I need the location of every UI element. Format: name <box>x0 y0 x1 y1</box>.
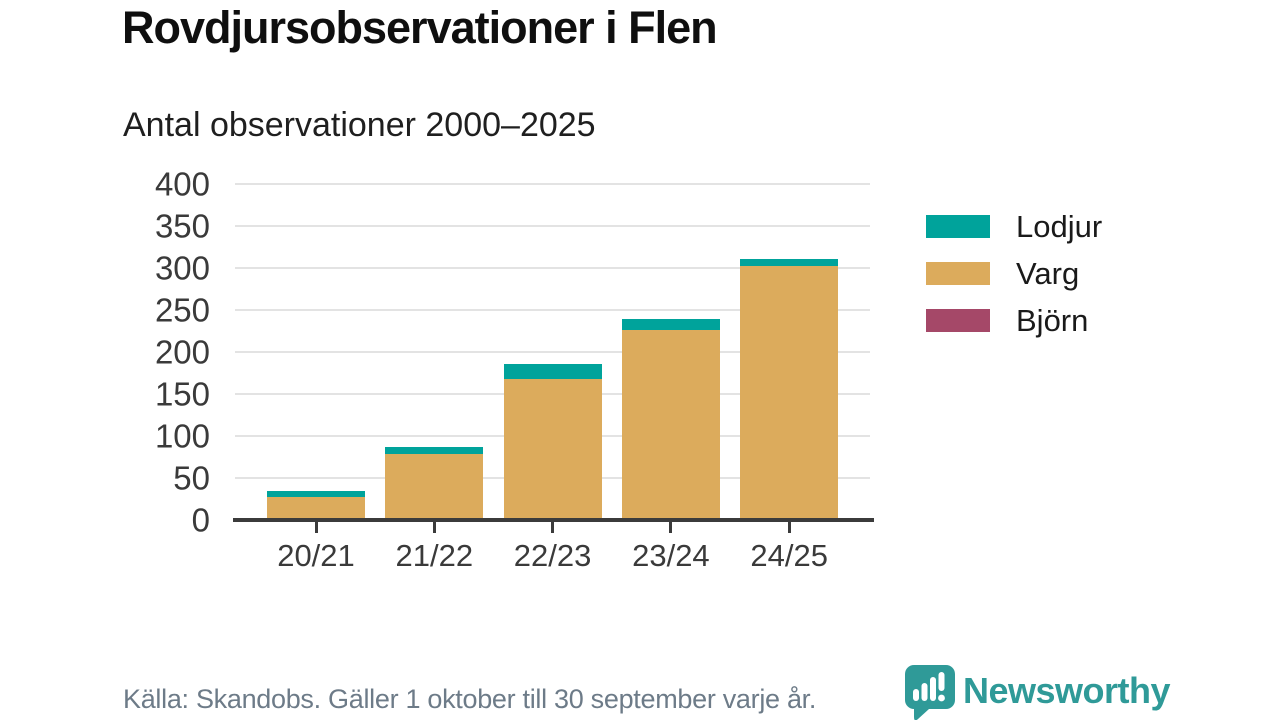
x-tick-label: 22/23 <box>513 538 592 573</box>
bar-segment-varg-22/23 <box>503 378 602 520</box>
y-tick-label: 200 <box>154 333 210 371</box>
gridline <box>235 351 870 353</box>
y-tick-label: 300 <box>154 249 210 287</box>
newsworthy-wordmark: Newsworthy <box>963 670 1171 711</box>
legend-item-lodjur: Lodjur <box>926 211 1102 242</box>
gridline <box>235 225 870 227</box>
source-note: Källa: Skandobs. Gäller 1 oktober till 3… <box>123 684 817 714</box>
y-tick-label: 100 <box>154 417 210 455</box>
bar-segment-lodjur-22/23 <box>503 363 602 379</box>
bar-segment-varg-24/25 <box>740 266 839 520</box>
legend-label: Varg <box>1016 255 1080 291</box>
y-tick-label: 350 <box>154 207 210 245</box>
bar-segment-lodjur-20/21 <box>267 491 365 498</box>
x-axis-tick <box>551 522 555 533</box>
y-tick-label: 400 <box>154 165 210 203</box>
bar-segment-varg-23/24 <box>621 330 720 520</box>
chart-title: Rovdjursobservationer i Flen <box>122 2 718 53</box>
x-axis-line <box>233 518 874 522</box>
x-tick-label: 21/22 <box>395 538 474 573</box>
y-tick-label: 0 <box>191 501 210 539</box>
bar-segment-lodjur-21/22 <box>385 446 484 454</box>
legend: Lodjur Varg Björn <box>926 211 1102 336</box>
x-axis-tick <box>787 522 791 533</box>
y-axis-labels: 0 50 100 150 200 250 300 350 400 <box>110 168 210 537</box>
x-tick-label: 23/24 <box>632 538 710 573</box>
legend-item-bjorn: Björn <box>926 305 1102 336</box>
bar-segment-lodjur-24/25 <box>740 258 839 267</box>
legend-label: Björn <box>1016 302 1089 338</box>
x-axis-tick <box>314 522 318 533</box>
x-tick-label: 20/21 <box>277 538 355 573</box>
chart-subtitle: Antal observationer 2000–2025 <box>123 106 596 144</box>
gridline <box>235 267 870 269</box>
x-axis-tick <box>432 522 436 533</box>
newsworthy-logo: Newsworthy <box>903 664 1171 720</box>
gridline <box>235 309 870 311</box>
y-tick-label: 250 <box>154 291 210 329</box>
x-tick-label: 24/25 <box>750 538 828 573</box>
gridline <box>235 183 870 185</box>
bar-segment-varg-21/22 <box>385 453 484 520</box>
legend-swatch-lodjur <box>926 214 990 238</box>
plot-area <box>235 183 870 520</box>
legend-label: Lodjur <box>1016 208 1103 244</box>
bar-segment-varg-20/21 <box>267 497 365 520</box>
newsworthy-speech-bubble-bar-chart-icon <box>903 664 955 720</box>
legend-swatch-bjorn <box>926 308 990 332</box>
y-tick-label: 50 <box>173 459 210 497</box>
bar-segment-lodjur-23/24 <box>621 319 720 331</box>
x-axis-tick <box>669 522 673 533</box>
y-tick-label: 150 <box>154 375 210 413</box>
legend-item-varg: Varg <box>926 258 1102 289</box>
legend-swatch-varg <box>926 261 990 285</box>
